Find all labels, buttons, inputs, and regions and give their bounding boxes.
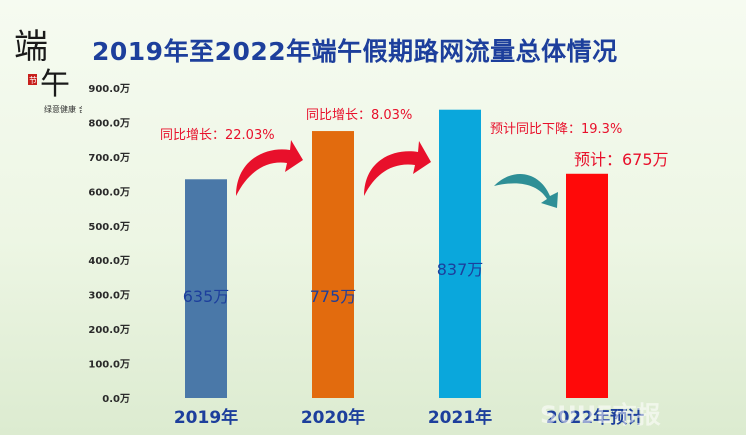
- bar: [566, 173, 608, 398]
- verse-text: 绿意健康 含香端午: [44, 104, 82, 114]
- bar: [439, 109, 481, 398]
- category-labels: 2019年 2020年 2021年 2022年预计: [174, 407, 644, 428]
- seal-icon: [28, 74, 37, 85]
- x-category-label: 2021年: [428, 407, 492, 428]
- calligraphy-duan: 端: [14, 27, 48, 67]
- decline-annotation-2022: 预计同比下降：19.3%: [490, 122, 623, 137]
- x-category-label: 2019年: [174, 407, 238, 428]
- y-tick-label: 200.0万: [88, 324, 130, 336]
- bars: [185, 109, 608, 399]
- y-tick-label: 600.0万: [88, 186, 130, 198]
- arrow-up-icon: [236, 140, 303, 196]
- bar: [185, 179, 227, 398]
- watermark: SUUE市报: [540, 401, 661, 429]
- x-category-label: 2020年: [301, 407, 365, 428]
- x-category-label: 2022年预计: [546, 407, 644, 428]
- y-tick-label: 500.0万: [88, 221, 130, 233]
- value-label: 837万: [437, 260, 484, 279]
- y-axis: 0.0万 100.0万 200.0万 300.0万 400.0万 500.0万 600.0万…: [88, 83, 130, 405]
- arrow-up-icon: [364, 141, 431, 196]
- dragon-boat-calligraphy-icon: 端 午 节 绿意健康 含香端午: [14, 27, 82, 114]
- seal-text: 节: [29, 76, 37, 85]
- bar: [312, 131, 354, 399]
- y-tick-label: 300.0万: [88, 290, 130, 302]
- value-label: 635万: [183, 287, 230, 306]
- arrow-down-icon: [494, 173, 558, 208]
- growth-annotation-2021: 同比增长：8.03%: [306, 108, 413, 123]
- trend-arrows: [236, 140, 558, 208]
- y-tick-label: 900.0万: [88, 83, 130, 95]
- value-label: 775万: [310, 287, 357, 306]
- calligraphy-wu: 午: [40, 67, 70, 102]
- y-tick-label: 0.0万: [102, 393, 130, 405]
- value-labels: 635万 775万 837万: [183, 260, 484, 306]
- chart-title: 2019年至2022年端午假期路网流量总体情况: [92, 37, 618, 66]
- y-tick-label: 800.0万: [88, 117, 130, 129]
- forecast-annotation-2022: 预计：675万: [574, 150, 669, 169]
- y-tick-label: 400.0万: [88, 255, 130, 267]
- y-tick-label: 700.0万: [88, 152, 130, 164]
- y-tick-label: 100.0万: [88, 359, 130, 371]
- growth-annotation-2020: 同比增长：22.03%: [160, 128, 275, 143]
